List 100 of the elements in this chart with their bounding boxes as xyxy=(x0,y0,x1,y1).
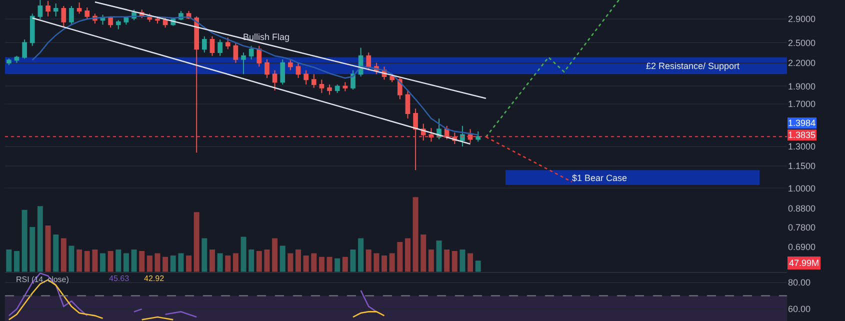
y-tick-label: 1.3000 xyxy=(788,142,816,152)
bar xyxy=(428,249,434,272)
y-tick-label: 1.9000 xyxy=(788,81,816,92)
annotation: Bullish Flag xyxy=(243,32,290,42)
y-tick-label: 2.2000 xyxy=(788,58,816,68)
bar xyxy=(420,234,426,272)
bar xyxy=(22,210,28,272)
bar xyxy=(311,253,317,272)
bar xyxy=(264,249,270,272)
bar xyxy=(92,249,98,272)
candlestick xyxy=(225,37,230,50)
y-tick-label: 1.0000 xyxy=(788,183,816,194)
bar xyxy=(194,212,200,272)
y-tick-label: 80.00 xyxy=(788,278,811,288)
bar xyxy=(76,249,82,272)
candlestick xyxy=(476,130,481,142)
candlestick xyxy=(61,5,66,28)
bar xyxy=(240,236,246,272)
candlestick xyxy=(194,16,200,154)
candlestick xyxy=(84,6,90,20)
bar xyxy=(68,246,74,272)
band-label: £2 Resistance/ Support xyxy=(646,61,740,71)
bar xyxy=(30,227,36,272)
bar xyxy=(45,226,51,272)
bar xyxy=(288,253,294,272)
y-tick-label: 1.1500 xyxy=(788,161,816,172)
bar xyxy=(397,242,403,272)
candlestick xyxy=(334,84,340,94)
band-label: $1 Bear Case xyxy=(572,173,628,183)
candlestick xyxy=(124,16,129,26)
y-tick-label: 0.8800 xyxy=(788,204,816,214)
bar xyxy=(412,197,418,272)
bar xyxy=(178,253,184,272)
bar xyxy=(146,255,152,272)
candlestick xyxy=(288,58,293,71)
bar xyxy=(326,256,332,272)
bar xyxy=(14,250,20,272)
bar xyxy=(444,249,450,272)
bar xyxy=(475,260,481,272)
bar xyxy=(468,253,474,272)
bar xyxy=(358,238,364,272)
bar xyxy=(139,250,145,272)
candlestick xyxy=(76,2,82,14)
candlestick xyxy=(53,2,58,17)
candlestick xyxy=(280,58,286,86)
annotation: 42.92 xyxy=(144,274,165,283)
bar xyxy=(366,249,372,272)
candlestick xyxy=(311,74,316,88)
candlestick xyxy=(272,70,278,91)
candlestick xyxy=(256,45,262,68)
candlestick xyxy=(296,62,301,79)
ref-line-label: 1.3835 xyxy=(788,130,816,140)
candlestick xyxy=(233,42,238,64)
candlestick xyxy=(428,128,434,142)
bar xyxy=(272,238,278,272)
annotation: 45.63 xyxy=(109,274,130,283)
y-tick-label: 0.7800 xyxy=(788,222,816,233)
bar xyxy=(436,240,442,272)
bar xyxy=(404,238,410,272)
candlestick xyxy=(155,16,160,24)
bar xyxy=(296,249,301,272)
candlestick xyxy=(327,84,332,96)
bar xyxy=(6,249,12,272)
y-tick-label: 0.6900 xyxy=(788,242,816,252)
candlestick xyxy=(413,108,418,171)
bar xyxy=(209,249,215,272)
candlestick xyxy=(218,38,222,56)
bar xyxy=(162,256,168,272)
bar xyxy=(37,206,43,272)
bar xyxy=(123,253,129,272)
y-tick-label: 60.00 xyxy=(788,304,811,314)
text: 1.3984 xyxy=(788,118,816,128)
y-tick-label: 1.7000 xyxy=(788,99,816,110)
candlestick xyxy=(46,0,50,17)
candlestick xyxy=(108,16,113,28)
bar xyxy=(374,253,380,272)
candlestick xyxy=(342,82,348,92)
bar xyxy=(342,256,348,272)
candlestick xyxy=(304,70,308,86)
candlestick xyxy=(69,5,74,26)
bar xyxy=(53,234,59,272)
bar xyxy=(100,253,106,272)
candlestick xyxy=(366,52,372,71)
bar xyxy=(154,253,160,272)
bar xyxy=(303,255,309,272)
y-tick-label: 2.5000 xyxy=(788,38,816,48)
candlestick xyxy=(264,58,270,79)
bar xyxy=(382,255,388,272)
y-tick-label: 2.9000 xyxy=(788,14,816,24)
bar xyxy=(60,238,66,272)
bar xyxy=(256,250,262,272)
bar xyxy=(280,246,286,272)
candlestick xyxy=(202,36,207,53)
candlestick xyxy=(22,38,27,60)
text: 47.99M xyxy=(789,258,820,268)
bar xyxy=(334,258,340,272)
candlestick xyxy=(30,13,35,46)
bar xyxy=(232,253,238,272)
candlestick xyxy=(241,52,246,75)
bar xyxy=(170,255,176,272)
